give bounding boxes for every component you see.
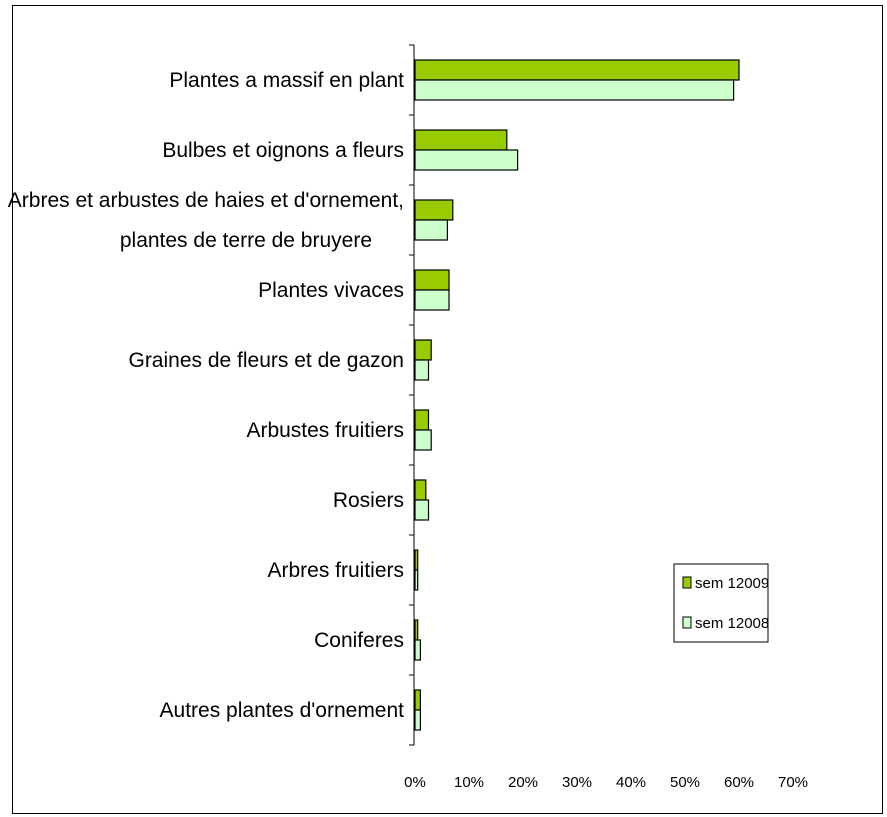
bar-series-0-6: [414, 479, 427, 501]
bar-series-1-1: [414, 149, 519, 171]
bar-series-0-7: [414, 549, 419, 571]
bar-series-1-9: [414, 709, 422, 731]
legend-swatch-series-0: [682, 576, 692, 589]
bar-series-0-1: [414, 129, 508, 151]
category-label: Arbres fruitiers: [267, 559, 404, 582]
bar-series-0-4: [414, 339, 432, 361]
bar-series-1-0: [414, 79, 735, 101]
legend-label-series-1: sem 12008: [695, 615, 769, 632]
category-label: Autres plantes d'ornement: [160, 699, 405, 722]
x-tick-label: 10%: [454, 774, 484, 791]
bar-series-0-8: [414, 619, 419, 641]
plot-area: 0% 10% 20% 30% 40% 50% 60% 70% Plantes a massif …: [8, 44, 808, 791]
bar-series-0-3: [414, 269, 450, 291]
bar-series-1-5: [414, 429, 432, 451]
bar-series-1-8: [414, 639, 422, 661]
bar-series-0-2: [414, 199, 454, 221]
bar-series-1-4: [414, 359, 430, 381]
x-tick-label: 0%: [404, 774, 426, 791]
category-label: Arbres et arbustes de haies et d'ornemen…: [8, 189, 404, 252]
category-label: Bulbes et oignons a fleurs: [162, 139, 404, 162]
x-tick-label: 60%: [724, 774, 754, 791]
legend: sem 12009 sem 12008: [673, 563, 769, 643]
bar-series-1-2: [414, 219, 449, 241]
category-label: Arbustes fruitiers: [246, 419, 404, 442]
x-tick-label: 20%: [508, 774, 538, 791]
legend-label-series-0: sem 12009: [695, 575, 769, 592]
category-label: Plantes vivaces: [258, 279, 404, 302]
bar-series-1-7: [414, 569, 419, 591]
bar-series-0-9: [414, 689, 422, 711]
x-tick-label: 40%: [616, 774, 646, 791]
x-tick-label: 30%: [562, 774, 592, 791]
bar-series-1-6: [414, 499, 430, 521]
bar-series-1-3: [414, 289, 450, 311]
category-label: Coniferes: [314, 629, 404, 652]
bar-series-0-0: [414, 59, 740, 81]
x-tick-label: 70%: [778, 774, 808, 791]
x-tick-label: 50%: [670, 774, 700, 791]
bar-series-0-5: [414, 409, 430, 431]
legend-swatch-series-1: [682, 616, 692, 629]
category-label: Rosiers: [333, 489, 404, 512]
category-label: Graines de fleurs et de gazon: [128, 349, 404, 372]
category-label: Plantes a massif en plant: [169, 69, 404, 92]
